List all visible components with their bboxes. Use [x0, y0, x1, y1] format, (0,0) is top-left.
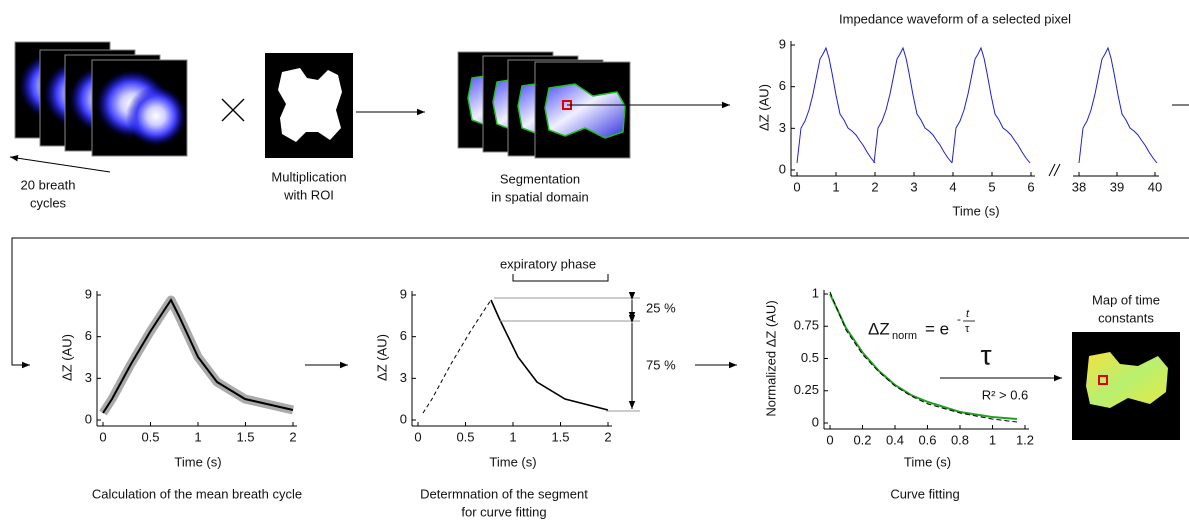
- y-axis-label: ΔZ (AU): [374, 334, 389, 381]
- x-tick-label: 0: [99, 429, 106, 444]
- x-tick-label: 5: [988, 179, 995, 194]
- image-stack: [14, 41, 188, 157]
- x-tick-label: 2: [289, 429, 296, 444]
- y-tick-label: 0.25: [794, 382, 819, 397]
- formula-part: norm: [892, 330, 917, 342]
- formula-part: -: [957, 312, 961, 326]
- y-tick-label: 0: [85, 411, 92, 426]
- x-axis-label: Time (s): [952, 203, 999, 218]
- x-tick-label: 2: [871, 179, 878, 194]
- x-tick-label: 1: [194, 429, 201, 444]
- multiply-sign: [221, 98, 245, 122]
- x-tick-label: 0.4: [886, 432, 904, 447]
- y-tick-label: 0.5: [801, 350, 819, 365]
- caption: Calculation of the mean breath cycle: [92, 486, 302, 501]
- y-tick-label: 6: [400, 328, 407, 343]
- y-tick-label: 3: [400, 370, 407, 385]
- x-tick-label: 0: [826, 432, 833, 447]
- x-tick-label: 1: [832, 179, 839, 194]
- y-tick-label: 9: [400, 286, 407, 301]
- map-title: Map of time: [1092, 292, 1160, 307]
- formula-part: ΔZ: [868, 319, 890, 338]
- x-tick-label: 3: [910, 179, 917, 194]
- x-tick-label: 1: [989, 432, 996, 447]
- x-tick-label: 40: [1148, 179, 1162, 194]
- x-tick-label: 0.8: [951, 432, 969, 447]
- x-axis-label: Time (s): [904, 454, 951, 469]
- x-tick-label: 0.5: [456, 429, 474, 444]
- formula-part: = e: [925, 319, 949, 338]
- x-tick-label: 38: [1072, 179, 1086, 194]
- y-axis-label: Normalized ΔZ (AU): [763, 300, 778, 416]
- fit-curves: [829, 291, 1018, 423]
- caption: for curve fitting: [461, 504, 546, 519]
- x-tick-label: 2: [604, 429, 611, 444]
- x-tick-label: 0: [414, 429, 421, 444]
- caption: with ROI: [283, 187, 334, 202]
- roi-mask: [265, 53, 353, 158]
- plot-title: Impedance waveform of a selected pixel: [839, 11, 1071, 26]
- y-tick-label: 0: [779, 161, 786, 176]
- x-tick-label: 1.5: [236, 429, 254, 444]
- condition: R² > 0.6: [982, 387, 1029, 402]
- x-tick-label: 0.2: [853, 432, 871, 447]
- x-axis-label: Time (s): [489, 454, 536, 469]
- y-axis-label: ΔZ (AU): [59, 334, 74, 381]
- caption: 20 breath: [21, 177, 76, 192]
- waveform-curve: [796, 47, 1158, 164]
- x-tick-label: 4: [949, 179, 956, 194]
- x-tick-label: 39: [1110, 179, 1124, 194]
- caption: cycles: [30, 195, 67, 210]
- caption: Curve fitting: [890, 486, 959, 501]
- annotation: 25 %: [646, 300, 676, 315]
- y-tick-label: 0: [812, 414, 819, 429]
- caption: Segmentation: [500, 171, 580, 186]
- x-tick-label: 0.5: [141, 429, 159, 444]
- mean-cycle-curves: [99, 295, 295, 416]
- formula: ΔZ norm = e - t τ: [868, 308, 975, 342]
- y-tick-label: 9: [779, 36, 786, 51]
- map-title: constants: [1098, 310, 1154, 325]
- caption: in spatial domain: [491, 189, 589, 204]
- y-tick-label: 0: [400, 411, 407, 426]
- formula-part: t: [966, 308, 970, 320]
- annotation: 75 %: [646, 357, 676, 372]
- x-tick-label: 6: [1027, 179, 1034, 194]
- x-tick-label: 1.2: [1016, 432, 1034, 447]
- y-tick-label: 6: [779, 78, 786, 93]
- y-tick-label: 9: [85, 286, 92, 301]
- x-tick-label: 0.6: [918, 432, 936, 447]
- tau-symbol: τ: [980, 339, 991, 370]
- annotation: expiratory phase: [500, 256, 596, 271]
- x-tick-label: 1: [509, 429, 516, 444]
- y-axis-label: ΔZ (AU): [756, 84, 771, 131]
- caption: Determnation of the segment: [420, 486, 588, 501]
- connector: [11, 237, 1189, 369]
- axis-break: [1048, 163, 1061, 177]
- time-constant-map: [1072, 332, 1180, 440]
- x-axis-label: Time (s): [174, 454, 221, 469]
- segment-curves: [422, 274, 640, 414]
- formula-part: τ: [965, 323, 970, 335]
- x-tick-label: 1.5: [551, 429, 569, 444]
- y-tick-label: 3: [779, 120, 786, 135]
- y-tick-label: 1: [812, 285, 819, 300]
- x-tick-label: 0: [793, 179, 800, 194]
- caption: Multiplication: [271, 169, 346, 184]
- y-tick-label: 0.75: [794, 318, 819, 333]
- arrow: [9, 155, 111, 173]
- y-tick-label: 3: [85, 370, 92, 385]
- y-tick-label: 6: [85, 328, 92, 343]
